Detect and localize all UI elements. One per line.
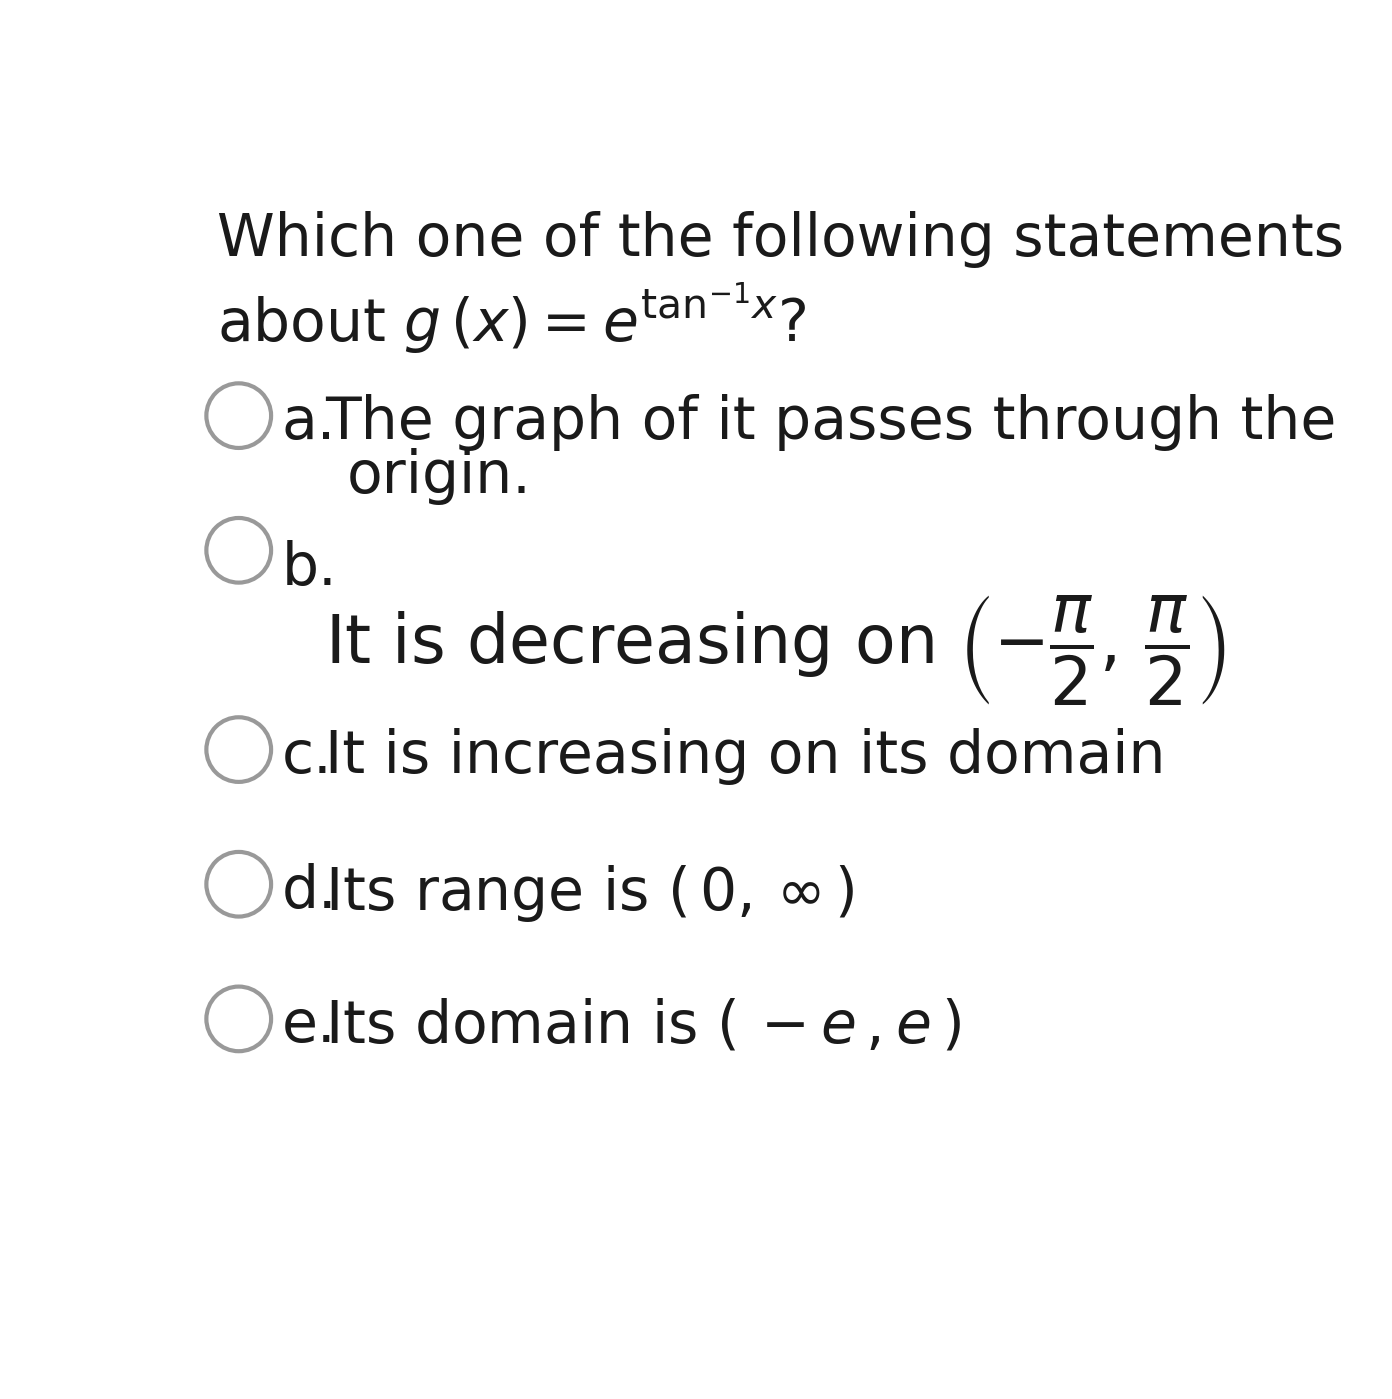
Text: b.: b. (281, 540, 337, 596)
Text: c.: c. (281, 727, 333, 785)
Text: origin.: origin. (347, 448, 532, 505)
Text: The graph of it passes through the: The graph of it passes through the (326, 395, 1336, 450)
Text: Its domain is $\left(\,-e\,,e\,\right)$: Its domain is $\left(\,-e\,,e\,\right)$ (326, 997, 960, 1055)
Text: a.: a. (281, 395, 335, 450)
Text: e.: e. (281, 997, 337, 1055)
Text: It is increasing on its domain: It is increasing on its domain (326, 727, 1165, 785)
Text: Which one of the following statements: Which one of the following statements (217, 211, 1345, 269)
Text: It is decreasing on $\left(-\dfrac{\pi}{2},\,\dfrac{\pi}{2}\right)$: It is decreasing on $\left(-\dfrac{\pi}{… (326, 593, 1226, 708)
Text: d.: d. (281, 863, 337, 919)
Text: Its range is $\left(\,0,\,\infty\,\right)$: Its range is $\left(\,0,\,\infty\,\right… (326, 863, 855, 923)
Text: about $g\,(x)=e^{\tan^{-1}\!x}$?: about $g\,(x)=e^{\tan^{-1}\!x}$? (217, 281, 806, 357)
